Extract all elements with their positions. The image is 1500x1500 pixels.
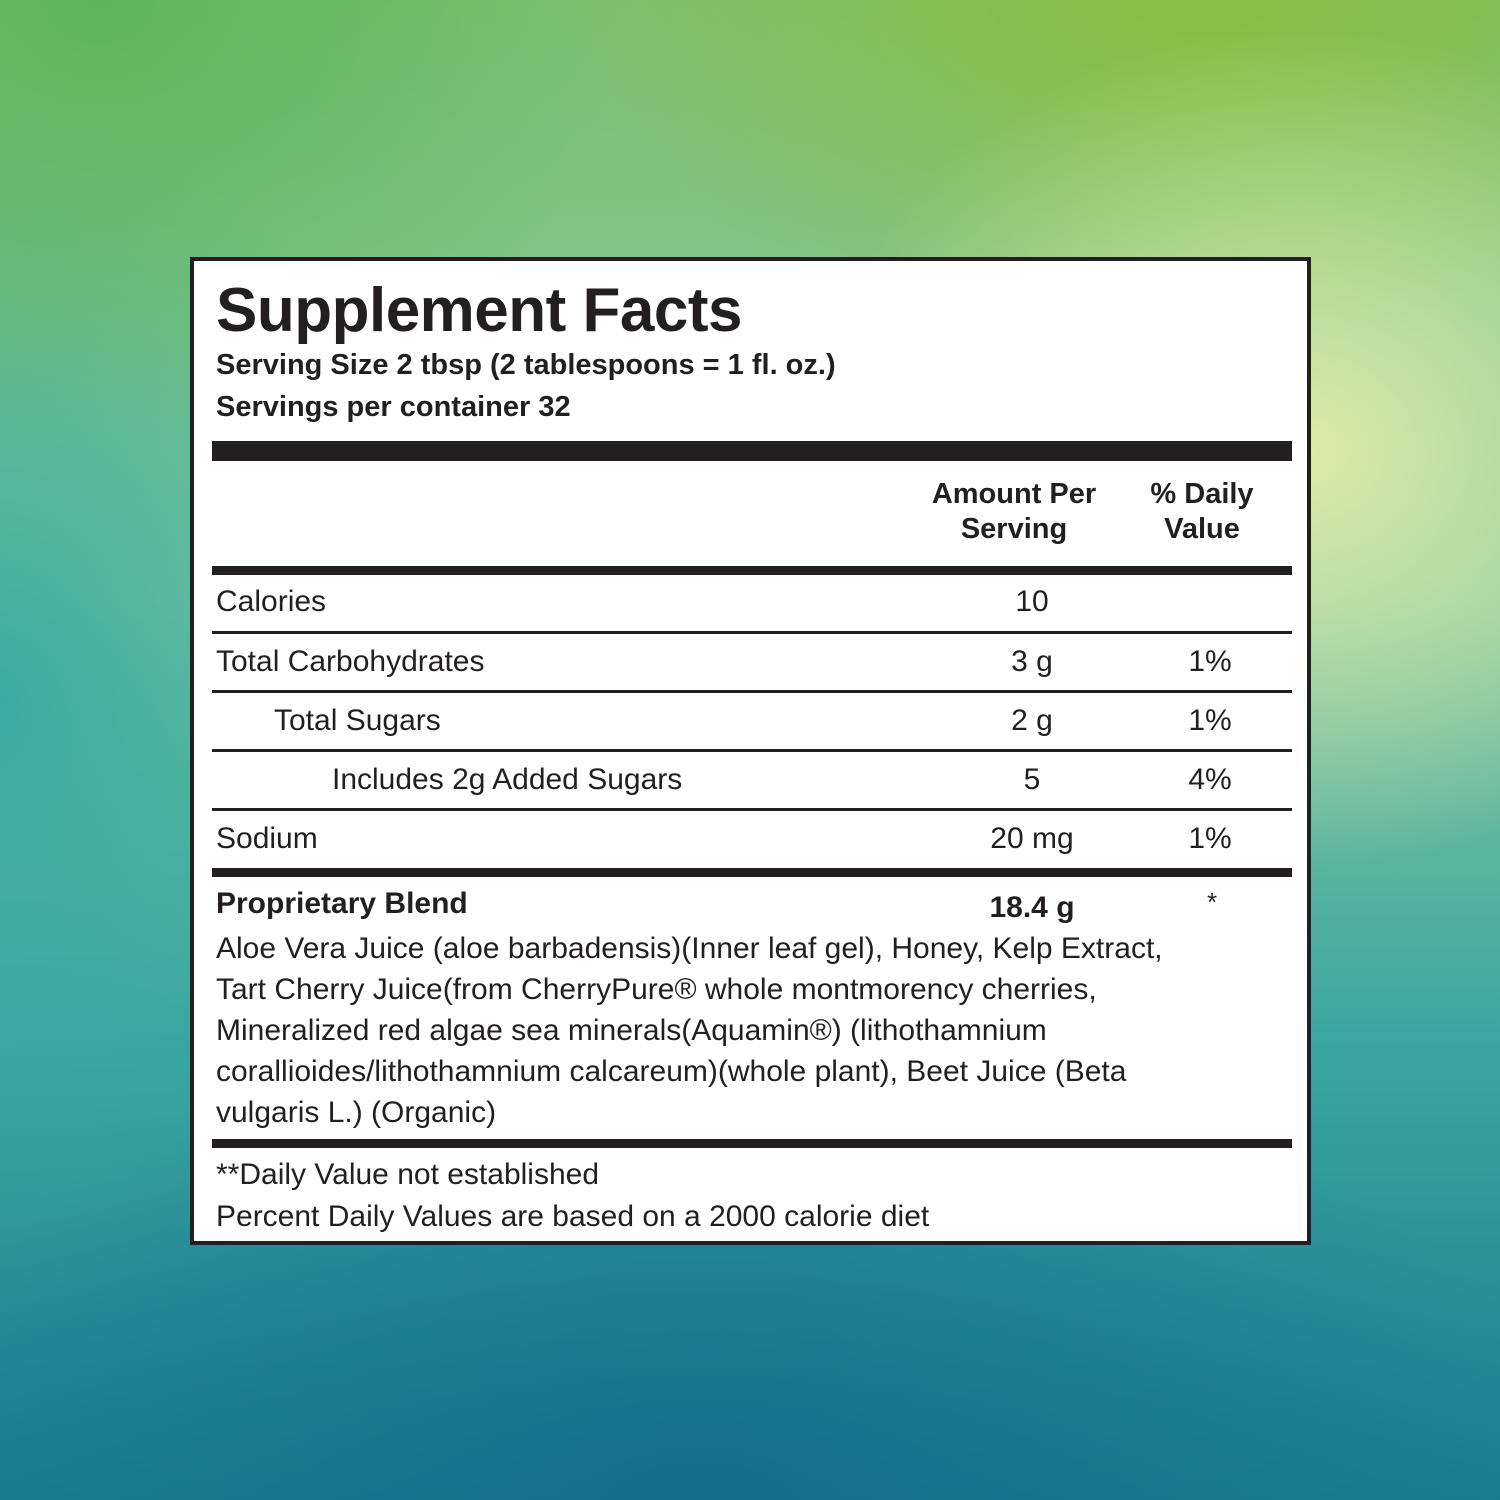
thick-divider (212, 1139, 1292, 1148)
amount-header: Amount Per Serving (931, 478, 1097, 545)
row-divider (212, 690, 1292, 693)
footnote: Percent Daily Values are based on a 2000… (216, 1200, 930, 1233)
nutrient-row: Total Carbohydrates 3 g 1% (212, 634, 1292, 690)
ingredients-line: vulgaris L.) (Organic) (216, 1096, 497, 1129)
nutrient-dv: 1% (1188, 822, 1232, 855)
nutrient-row: Sodium 20 mg 1% (212, 811, 1292, 867)
blend-ingredients: Aloe Vera Juice (aloe barbadensis)(Inner… (216, 928, 1163, 1133)
blend-name: Proprietary Blend (216, 887, 468, 920)
nutrient-name: Sodium (216, 822, 318, 855)
nutrient-dv: 1% (1188, 704, 1232, 737)
ingredients-line: Tart Cherry Juice(from CherryPure® whole… (216, 973, 1097, 1006)
header-divider (212, 566, 1292, 575)
servings-per-container: Servings per container 32 (216, 391, 571, 423)
nutrient-name: Total Carbohydrates (216, 645, 485, 678)
ingredients-line: corallioides/lithothamnium calcareum)(wh… (216, 1055, 1127, 1088)
nutrient-row: Total Sugars 2 g 1% (212, 693, 1292, 749)
row-divider (212, 631, 1292, 634)
thick-divider (212, 868, 1292, 877)
nutrient-amount: 5 (1023, 763, 1041, 796)
nutrient-amount: 2 g (1011, 704, 1053, 737)
ingredients-line: Aloe Vera Juice (aloe barbadensis)(Inner… (216, 932, 1163, 965)
nutrient-row: Calories 10 (212, 574, 1292, 630)
nutrient-name: Total Sugars (274, 704, 441, 737)
row-divider (212, 749, 1292, 752)
footnote: **Daily Value not established (216, 1158, 600, 1191)
blend-amount: 18.4 g (989, 891, 1075, 924)
nutrient-name: Includes 2g Added Sugars (332, 763, 683, 796)
ingredients-line: Mineralized red algae sea minerals(Aquam… (216, 1014, 1047, 1047)
nutrient-row: Includes 2g Added Sugars 5 4% (212, 752, 1292, 808)
blend-dv: * (1206, 887, 1218, 917)
supplement-facts-label: Supplement Facts Serving Size 2 tbsp (2 … (190, 257, 1311, 1245)
daily-value-header: % Daily Value (1150, 478, 1254, 545)
nutrient-amount: 20 mg (990, 822, 1074, 855)
label-title: Supplement Facts (216, 276, 743, 345)
nutrient-dv: 4% (1188, 763, 1232, 796)
serving-size: Serving Size 2 tbsp (2 tablespoons = 1 f… (216, 349, 836, 381)
row-divider (212, 808, 1292, 811)
nutrient-amount: 3 g (1011, 645, 1053, 678)
thick-divider (212, 441, 1292, 461)
nutrient-dv: 1% (1188, 645, 1232, 678)
nutrient-amount: 10 (1015, 585, 1049, 618)
nutrient-name: Calories (216, 585, 327, 618)
